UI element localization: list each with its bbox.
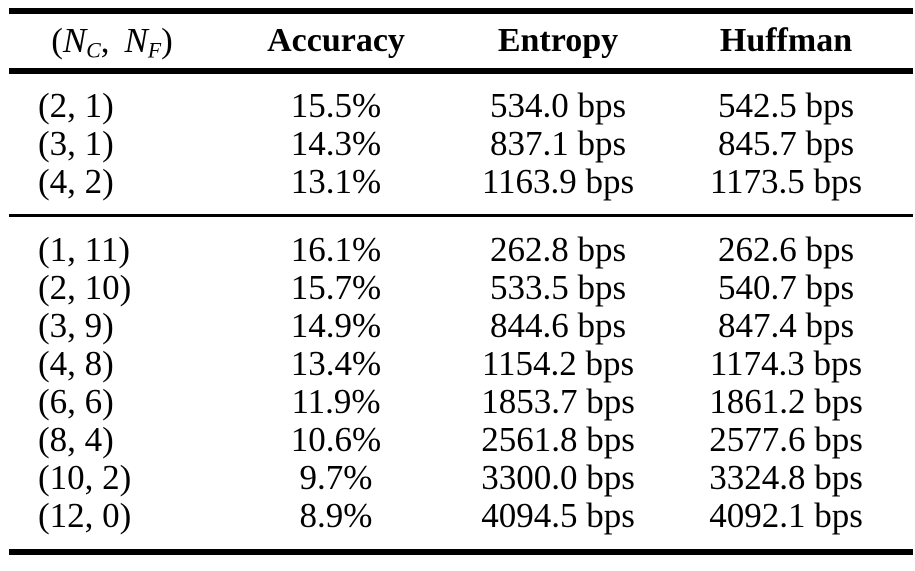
results-table: (NC, NF) Accuracy Entropy Huffman (2, 1)… [9,8,913,555]
table-row: (3, 9) 14.9% 844.6 bps 847.4 bps [9,307,913,345]
accuracy-cell: 13.4% [290,344,382,383]
math-sub-f: F [147,38,162,63]
huffman-cell: 1173.5 bps [709,162,863,201]
accuracy-cell: 15.7% [290,268,382,307]
accuracy-cell: 10.6% [290,420,382,459]
huffman-cell: 847.4 bps [717,306,855,345]
entropy-cell: 1154.2 bps [481,344,635,383]
huffman-cell: 1861.2 bps [709,382,863,421]
table-row: (3, 1) 14.3% 837.1 bps 845.7 bps [9,125,913,163]
math-var-n1: N [62,21,87,60]
math-open-paren: ( [51,21,63,60]
huffman-cell: 3324.8 bps [709,458,863,497]
table-row: (1, 11) 16.1% 262.8 bps 262.6 bps [9,231,913,269]
config-cell: (3, 1) [38,124,114,163]
config-cell: (2, 10) [38,268,132,307]
table-section-lower: (1, 11) 16.1% 262.8 bps 262.6 bps (2, 10… [9,217,913,549]
header-accuracy: Accuracy [267,22,405,59]
huffman-cell: 542.5 bps [717,86,855,125]
table-row: (2, 10) 15.7% 533.5 bps 540.7 bps [9,269,913,307]
config-cell: (10, 2) [38,458,132,497]
entropy-cell: 533.5 bps [489,268,627,307]
config-cell: (1, 11) [38,230,131,269]
huffman-cell: 262.6 bps [717,230,855,269]
header-huffman: Huffman [719,22,853,59]
math-separator: , [100,21,119,60]
huffman-cell: 845.7 bps [717,124,855,163]
config-cell: (2, 1) [38,86,114,125]
entropy-cell: 262.8 bps [489,230,627,269]
table-row: (4, 8) 13.4% 1154.2 bps 1174.3 bps [9,345,913,383]
math-close-paren: ) [161,21,173,60]
table-row: (12, 0) 8.9% 4094.5 bps 4092.1 bps [9,497,913,535]
accuracy-cell: 13.1% [290,162,382,201]
top-double-rule [9,8,913,14]
entropy-cell: 844.6 bps [489,306,627,345]
accuracy-cell: 16.1% [290,230,382,269]
huffman-cell: 540.7 bps [717,268,855,307]
accuracy-cell: 9.7% [299,458,373,497]
table-header-row: (NC, NF) Accuracy Entropy Huffman [9,14,913,68]
accuracy-cell: 15.5% [290,86,382,125]
config-cell: (6, 6) [38,382,114,421]
table-section-upper: (2, 1) 15.5% 534.0 bps 542.5 bps (3, 1) … [9,74,913,214]
header-double-rule [9,68,913,74]
config-cell: (3, 9) [38,306,114,345]
entropy-cell: 3300.0 bps [481,458,635,497]
table-row: (8, 4) 10.6% 2561.8 bps 2577.6 bps [9,421,913,459]
header-config: (NC, NF) [9,21,215,61]
entropy-cell: 837.1 bps [489,124,627,163]
entropy-cell: 2561.8 bps [481,420,635,459]
config-cell: (8, 4) [38,420,114,459]
accuracy-cell: 14.9% [290,306,382,345]
table-row: (4, 2) 13.1% 1163.9 bps 1173.5 bps [9,163,913,201]
table-row: (2, 1) 15.5% 534.0 bps 542.5 bps [9,87,913,125]
accuracy-cell: 11.9% [291,382,381,421]
config-cell: (12, 0) [38,496,132,535]
bottom-double-rule [9,549,913,555]
entropy-cell: 1163.9 bps [481,162,635,201]
entropy-cell: 1853.7 bps [481,382,635,421]
header-entropy: Entropy [497,22,619,59]
huffman-cell: 1174.3 bps [709,344,863,383]
entropy-cell: 534.0 bps [489,86,627,125]
section-divider-rule [9,214,913,217]
config-cell: (4, 2) [38,162,114,201]
math-sub-c: C [86,38,101,63]
config-cell: (4, 8) [38,344,114,383]
huffman-cell: 4092.1 bps [709,496,863,535]
entropy-cell: 4094.5 bps [481,496,635,535]
accuracy-cell: 14.3% [290,124,382,163]
huffman-cell: 2577.6 bps [709,420,863,459]
math-var-n2: N [124,21,148,60]
table-row: (6, 6) 11.9% 1853.7 bps 1861.2 bps [9,383,913,421]
table-row: (10, 2) 9.7% 3300.0 bps 3324.8 bps [9,459,913,497]
accuracy-cell: 8.9% [299,496,373,535]
